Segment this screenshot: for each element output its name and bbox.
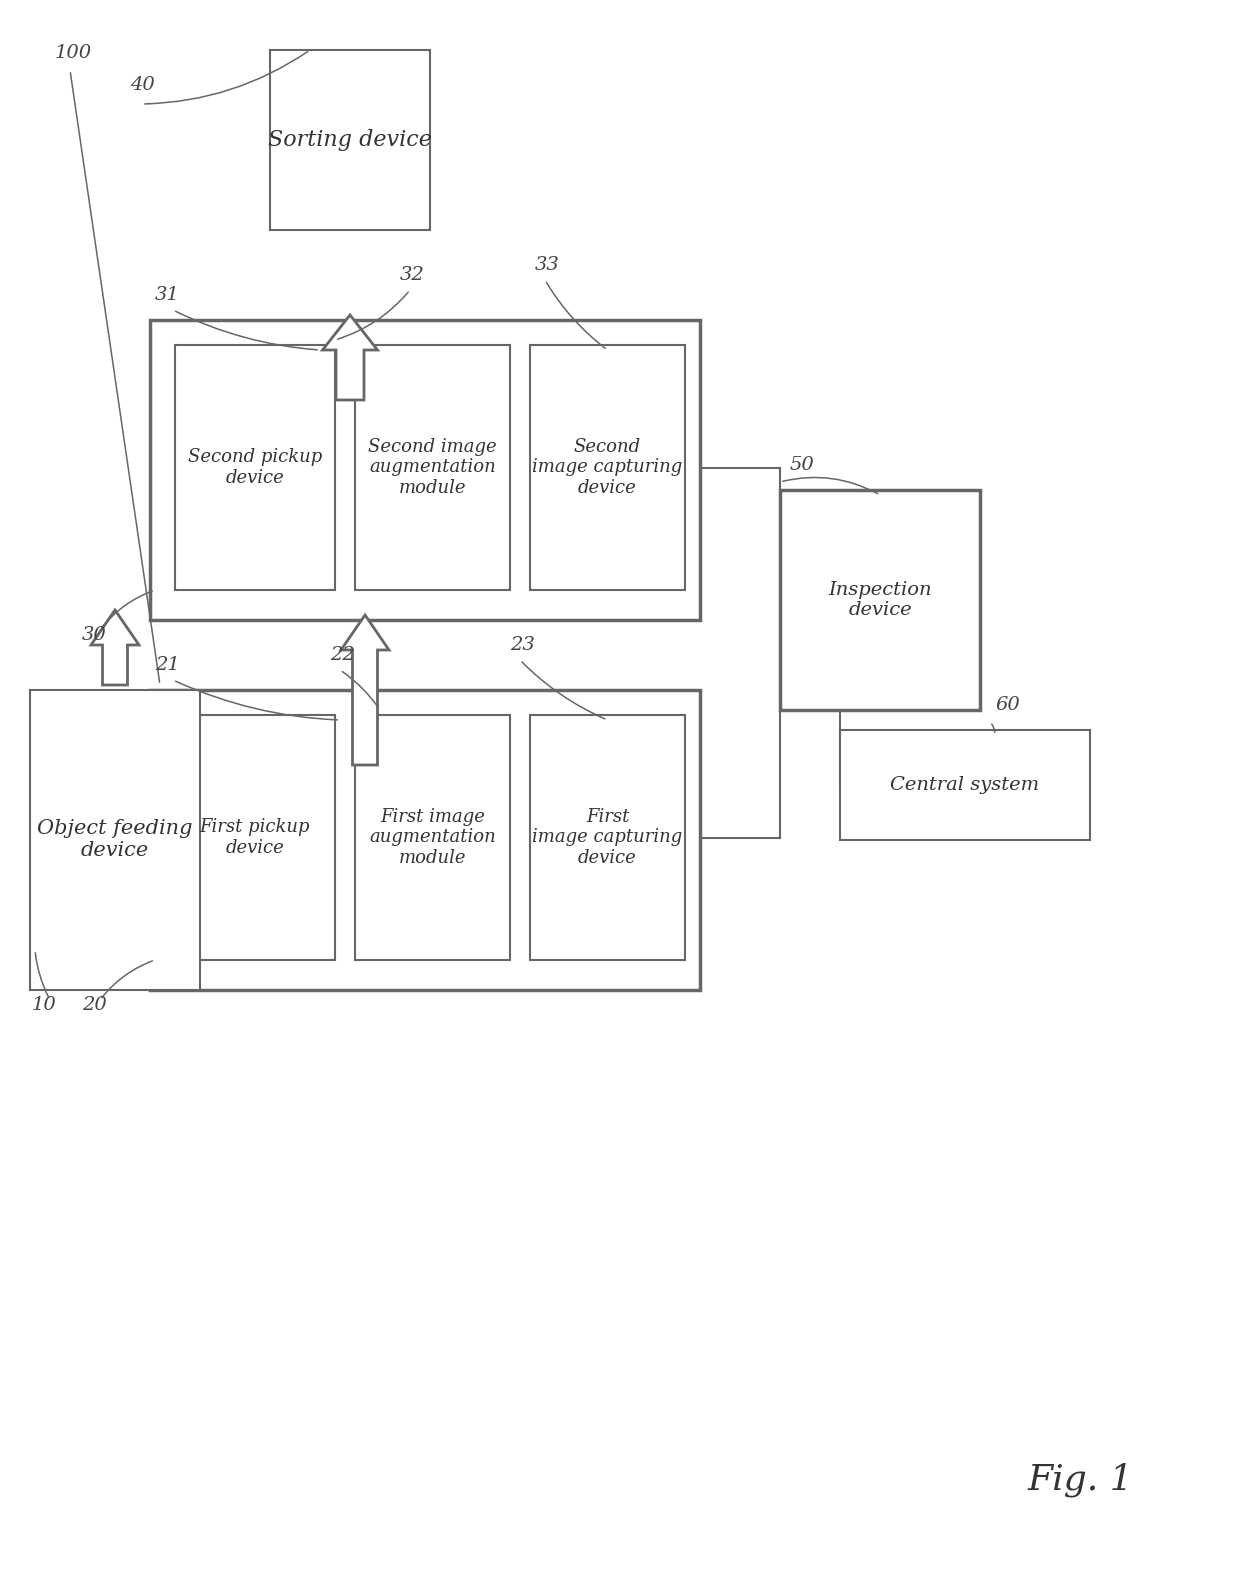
Text: 60: 60 — [994, 696, 1019, 713]
Text: First image
augmentation
module: First image augmentation module — [370, 808, 496, 867]
Text: First
image capturing
device: First image capturing device — [532, 808, 683, 867]
Bar — [355, 345, 510, 591]
Bar — [30, 689, 200, 990]
Bar — [780, 490, 980, 710]
Text: First pickup
device: First pickup device — [200, 819, 310, 857]
Bar — [839, 729, 1090, 839]
Text: 22: 22 — [330, 646, 355, 664]
Text: 33: 33 — [534, 255, 559, 275]
Bar — [270, 49, 430, 230]
Bar — [529, 715, 684, 961]
Text: Second pickup
device: Second pickup device — [188, 448, 322, 487]
Bar — [175, 345, 335, 591]
Text: 32: 32 — [401, 267, 425, 284]
Polygon shape — [91, 610, 139, 685]
Text: 50: 50 — [790, 456, 815, 474]
Polygon shape — [322, 314, 377, 401]
Text: 100: 100 — [55, 45, 92, 62]
Polygon shape — [341, 614, 389, 764]
Text: 20: 20 — [82, 996, 107, 1013]
Bar — [150, 321, 701, 619]
Text: Fig. 1: Fig. 1 — [1027, 1464, 1133, 1497]
Text: Central system: Central system — [890, 776, 1039, 793]
Text: 21: 21 — [155, 656, 180, 674]
Text: 23: 23 — [510, 635, 534, 654]
Text: 40: 40 — [130, 77, 155, 94]
Text: Object feeding
device: Object feeding device — [37, 819, 192, 860]
Text: 10: 10 — [32, 996, 57, 1013]
Text: Second image
augmentation
module: Second image augmentation module — [368, 437, 497, 498]
Text: 30: 30 — [82, 626, 107, 645]
Text: Inspection
device: Inspection device — [828, 581, 931, 619]
Text: Second
image capturing
device: Second image capturing device — [532, 437, 683, 498]
Bar — [150, 689, 701, 990]
Bar — [529, 345, 684, 591]
Text: 31: 31 — [155, 286, 180, 303]
Text: Sorting device: Sorting device — [268, 129, 432, 152]
Bar — [175, 715, 335, 961]
Bar — [355, 715, 510, 961]
